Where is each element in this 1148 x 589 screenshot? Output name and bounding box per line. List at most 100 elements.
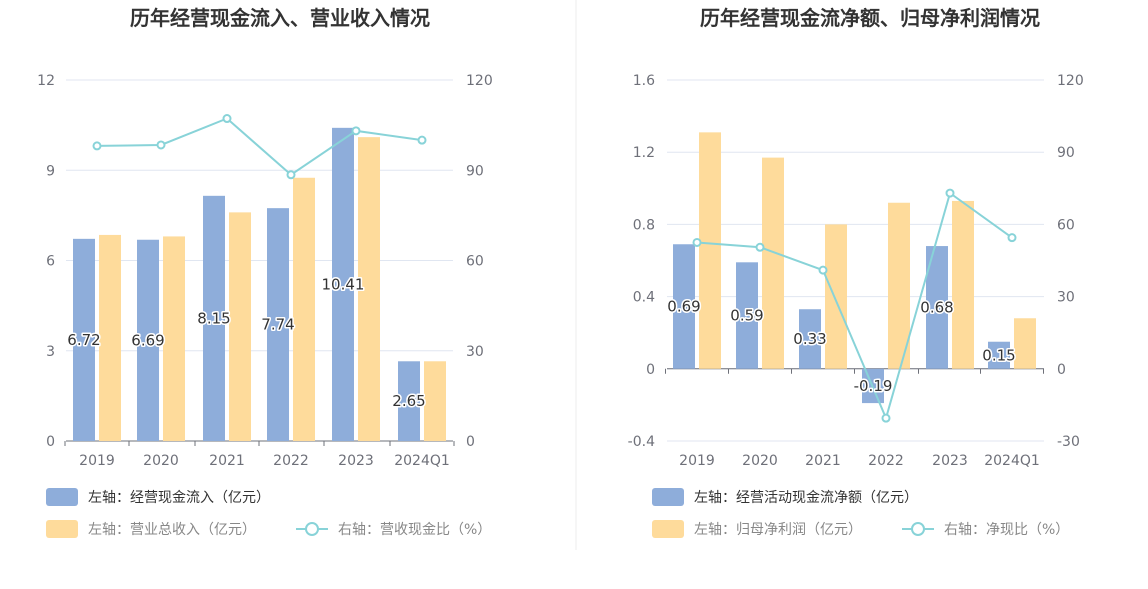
x-axis-tick-label: 2022	[868, 453, 904, 469]
left-axis-tick: 3	[46, 344, 55, 360]
legend-swatch-bar-1	[652, 488, 684, 506]
bar-data-label: 0.59	[730, 307, 763, 325]
legend-swatch-bar-1	[46, 488, 78, 506]
x-axis-tick-label: 2024Q1	[394, 453, 450, 469]
x-axis-tick-label: 2023	[932, 453, 968, 469]
right-axis-tick: 90	[466, 163, 484, 179]
chart-title: 历年经营现金流净额、归母净利润情况	[700, 6, 1040, 30]
bar-data-label: 0.15	[982, 346, 1015, 364]
legend-label: 左轴：营业总收入（亿元）	[88, 522, 256, 538]
bar-series-2	[952, 200, 974, 369]
chart-title: 历年经营现金流入、营业收入情况	[130, 6, 430, 30]
right-axis-tick: 60	[466, 254, 484, 270]
left-axis-tick: -0.4	[628, 434, 655, 450]
line-series-3	[96, 117, 423, 177]
bar-series-1	[332, 127, 354, 442]
line-point	[692, 237, 702, 247]
right-axis-tick: 120	[466, 73, 493, 89]
legend-label: 右轴：营收现金比（%）	[338, 522, 491, 538]
legend-label: 左轴：归母净利润（亿元）	[694, 521, 862, 538]
legend-label: 右轴：净现比（%）	[944, 522, 1069, 538]
legend-swatch-marker	[911, 522, 925, 536]
bar-series-1	[988, 341, 1010, 369]
bar-series-1	[137, 239, 159, 441]
bar-data-label: 0.69	[667, 298, 700, 316]
left-axis-tick: 0	[646, 362, 655, 378]
bar-series-2	[163, 236, 185, 441]
bar-series-2	[229, 212, 251, 441]
left-axis-tick: 1.6	[633, 73, 655, 89]
bar-series-2	[424, 361, 446, 441]
bar-series-1	[799, 309, 821, 369]
bar-series-2	[1014, 318, 1036, 369]
line-point	[417, 135, 427, 145]
legend-label: 左轴：经营现金流入（亿元）	[88, 490, 270, 506]
x-axis-tick-label: 2023	[338, 453, 374, 469]
bar-data-label: -0.19	[854, 377, 893, 395]
line-point	[286, 170, 296, 180]
right-axis-tick: 90	[1057, 145, 1075, 161]
x-axis-tick-label: 2021	[209, 453, 245, 469]
bar-data-label: 2.65	[392, 392, 425, 410]
bar-series-1	[203, 195, 225, 441]
bar-series-2	[699, 132, 721, 369]
bar-series-2	[358, 137, 380, 442]
line-point	[156, 140, 166, 150]
bar-data-label: 6.72	[67, 331, 100, 349]
bar-data-label: 7.74	[261, 316, 294, 334]
line-point	[818, 265, 828, 275]
bar-series-1	[926, 246, 948, 369]
right-axis-tick: 0	[466, 434, 475, 450]
legend-label: 左轴：经营活动现金流净额（亿元）	[694, 490, 918, 506]
x-axis-tick-label: 2021	[805, 453, 841, 469]
bar-series-1	[673, 244, 695, 369]
bar-data-label: 0.33	[793, 330, 826, 348]
bar-series-2	[825, 224, 847, 369]
x-axis-tick-label: 2024Q1	[984, 453, 1040, 469]
right-axis-tick: 30	[466, 344, 484, 360]
bar-series-1	[398, 361, 420, 441]
line-point	[222, 114, 232, 124]
left-axis-tick: 0	[46, 434, 55, 450]
bar-series-1	[267, 208, 289, 441]
line-point	[351, 126, 361, 136]
bar-series-2	[99, 234, 121, 441]
left-axis-tick: 9	[46, 163, 55, 179]
x-axis-tick-label: 2020	[742, 453, 778, 469]
legend-swatch-marker	[305, 522, 319, 536]
x-axis-tick-label: 2020	[143, 453, 179, 469]
line-point	[92, 141, 102, 151]
right-axis-tick: 0	[1057, 362, 1066, 378]
bar-series-2	[888, 202, 910, 369]
left-axis-tick: 0.4	[633, 290, 655, 306]
line-point	[881, 413, 891, 423]
line-point	[1007, 233, 1017, 243]
x-axis-tick-label: 2019	[679, 453, 715, 469]
bar-series-2	[762, 157, 784, 369]
line-series-3	[696, 191, 1013, 422]
bar-series-2	[293, 177, 315, 442]
legend-swatch-bar-2	[652, 520, 684, 538]
left-axis-tick: 12	[37, 73, 55, 89]
left-axis-tick: 6	[46, 254, 55, 270]
right-axis-tick: -30	[1057, 434, 1080, 450]
x-axis-tick-label: 2019	[79, 453, 115, 469]
bar-data-label: 0.68	[920, 298, 953, 316]
bar-series-1	[736, 262, 758, 369]
bar-series-1	[73, 238, 95, 441]
right-axis-tick: 30	[1057, 290, 1075, 306]
left-axis-tick: 1.2	[633, 145, 655, 161]
x-axis-tick-label: 2022	[273, 453, 309, 469]
bar-data-label: 10.41	[322, 275, 365, 293]
line-point	[755, 242, 765, 252]
right-axis-tick: 60	[1057, 217, 1075, 233]
chart-panel-2: 历年经营现金流净额、归母净利润情况 1.6 1.2 0.8 0.4 0 -0.4 120 90 6…	[628, 6, 1084, 538]
line-point	[945, 188, 955, 198]
left-axis-tick: 0.8	[633, 217, 655, 233]
bar-data-label: 6.69	[131, 331, 164, 349]
legend-swatch-bar-2	[46, 520, 78, 538]
bar-data-label: 8.15	[197, 309, 230, 327]
